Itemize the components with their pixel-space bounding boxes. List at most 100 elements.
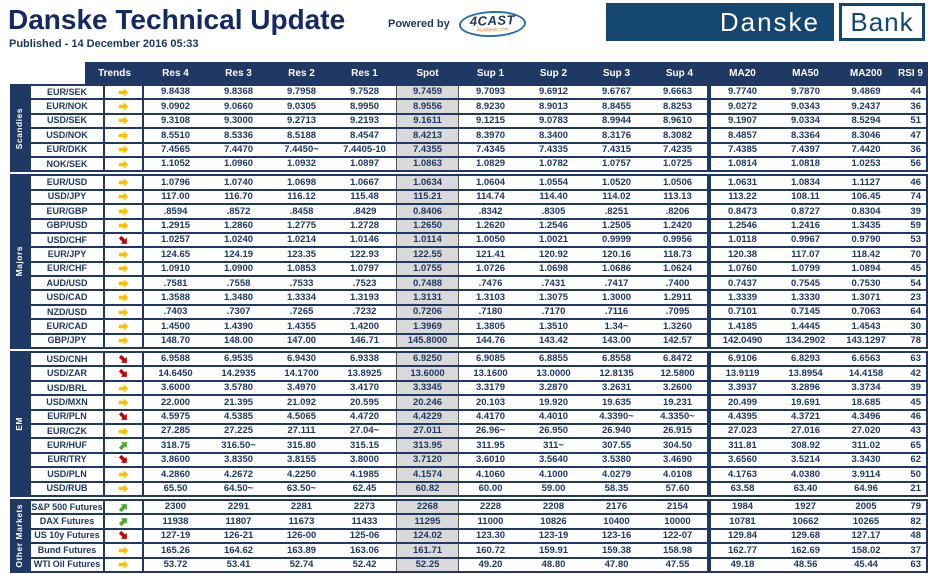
cell-rsi-9: 56 — [895, 157, 928, 171]
cell-rsi-9: 53 — [895, 233, 928, 247]
cell-rsi-9: 54 — [895, 277, 928, 290]
cell-ma200: 8.5294 — [851, 115, 881, 127]
cell-ma50: 1.0834 — [790, 176, 821, 188]
cell-rsi-9: 21 — [895, 482, 928, 495]
cell-spot: 8.4213 — [396, 129, 459, 142]
cell-ma20: 20.499 — [727, 396, 758, 408]
table-row: USD/BRL 3.6000 3.5780 3.4970 3.4170 3.3345 3.3… — [28, 381, 928, 397]
instrument-name: NOK/SEK — [28, 157, 105, 171]
cell-sup-4: 6.8472 — [648, 353, 711, 366]
column-header-sup-2: Sup 2 — [522, 62, 585, 84]
header-spacer — [10, 62, 85, 84]
cell-res-4: 65.50 — [163, 482, 188, 494]
cell-rsi-9: 46 — [895, 176, 928, 189]
trend-flat-icon — [105, 86, 144, 99]
cell-res-2: .8458 — [289, 205, 314, 217]
cell-sup-1: 121.41 — [475, 248, 506, 260]
cell-res-4: 6.9588 — [160, 353, 191, 365]
cell-sup-3: 10400 — [603, 515, 630, 527]
table-row: EUR/SEK 9.8438 9.8368 9.7958 9.7528 9.7459 9.7… — [28, 86, 928, 101]
cell-res-3: 7.4470 — [223, 144, 254, 155]
cell-spot: 3.3345 — [396, 381, 459, 395]
cell-sup-2: .7431 — [541, 277, 566, 289]
cell-sup-1: 3.6010 — [475, 454, 506, 466]
section-sidebar-majors: Majors — [10, 174, 28, 350]
cell-res-2: 1.0932 — [286, 158, 317, 170]
cell-sup-2: 6.8855 — [538, 353, 569, 365]
column-header-sup-3: Sup 3 — [585, 62, 648, 84]
cell-res-3: 27.225 — [223, 425, 254, 437]
cell-rsi-9: 63 — [895, 353, 928, 366]
cell-res-1: 20.595 — [349, 396, 380, 408]
cell-sup-4: 1.2911 — [648, 291, 711, 304]
published-date: Published - 14 December 2016 05:33 — [9, 37, 199, 50]
cell-ma50: 3.5214 — [790, 454, 821, 466]
cell-ma200: 0.9790 — [851, 234, 881, 246]
rates-table-body: Scandies EUR/SEK 9.8438 9.8368 9.7958 9.7528 9… — [10, 84, 928, 573]
cell-sup-2: 48.80 — [541, 558, 566, 570]
cell-sup-4: 8.8253 — [648, 100, 711, 113]
cell-rsi-9: 63 — [895, 558, 928, 571]
cell-ma20: 27.023 — [727, 425, 758, 437]
cell-sup-4: 2154 — [648, 500, 711, 514]
cell-ma20: 1.0760 — [727, 263, 758, 275]
trend-flat-icon — [105, 558, 144, 571]
trend-flat-icon — [105, 176, 144, 189]
cell-res-1: 122.93 — [349, 248, 380, 260]
instrument-name: GBP/JPY — [28, 334, 105, 348]
cell-ma20: 9.0272 — [727, 100, 758, 112]
cell-sup-3: 19.635 — [601, 396, 632, 408]
instrument-name: EUR/PLN — [28, 410, 105, 423]
cell-sup-4: 8.9610 — [648, 114, 711, 128]
instrument-name: EUR/TRY — [28, 453, 105, 467]
cell-res-2: 4.5065 — [286, 411, 317, 423]
cell-ma50: 162.69 — [790, 544, 821, 556]
cell-rsi-9: 37 — [895, 544, 928, 557]
report-header: Danske Technical Update Published - 14 D… — [0, 0, 928, 60]
cell-sup-2: 1.3075 — [538, 291, 569, 303]
cell-sup-2: 114.40 — [539, 191, 568, 203]
cell-res-4: 9.8438 — [160, 86, 191, 98]
cell-res-1: 2273 — [353, 501, 376, 513]
cell-sup-1: 1.0829 — [475, 158, 506, 170]
cell-res-2: 163.89 — [286, 544, 317, 556]
cell-sup-4: 10000 — [648, 515, 711, 528]
cell-sup-3: 1.0686 — [601, 263, 632, 275]
cell-spot: 1.0863 — [396, 157, 459, 171]
cell-rsi-9: 36 — [895, 100, 928, 113]
cell-sup-3: 2176 — [605, 501, 628, 513]
cell-res-4: 148.70 — [160, 335, 191, 347]
cell-res-2: 9.2713 — [286, 115, 317, 127]
cell-ma200: 7.4420 — [851, 144, 881, 155]
cell-sup-4: 57.60 — [648, 482, 711, 495]
cell-spot: 1.0755 — [396, 262, 459, 276]
cell-res-1: 1.0797 — [349, 263, 380, 275]
instrument-name: WTI Oil Futures — [28, 558, 105, 571]
trend-flat-icon — [105, 114, 144, 128]
trend-flat-icon — [105, 205, 144, 218]
section-em: EM USD/CNH 6.9588 6.9535 6.9430 6.9338 6.9250 6… — [10, 351, 928, 497]
cell-ma20: 1.0631 — [727, 176, 758, 188]
cell-sup-2: 1.0554 — [538, 176, 569, 188]
table-row: Bund Futures 165.26 164.62 163.89 163.06 161.… — [28, 544, 928, 559]
cell-rsi-9: 64 — [895, 305, 928, 319]
cell-res-2: 1.0214 — [286, 234, 317, 246]
cell-spot: 115.21 — [396, 190, 459, 204]
cell-res-2: 1.0698 — [286, 176, 317, 188]
cell-res-4: 1.3588 — [160, 291, 191, 303]
cell-rsi-9: 36 — [895, 143, 928, 156]
cell-sup-2: 10826 — [540, 515, 567, 527]
cell-res-1: 125-06 — [349, 530, 380, 542]
cell-res-4: 127-19 — [160, 530, 191, 542]
instrument-name: USD/MXN — [28, 396, 105, 409]
instrument-name: EUR/CAD — [28, 320, 105, 333]
cell-sup-1: 1.0050 — [475, 234, 506, 246]
danske-logo-box: Danske — [606, 3, 834, 41]
table-row: AUD/USD .7581 .7558 .7533 .7523 0.7488 .7476 .7… — [28, 277, 928, 292]
cell-sup-2: 159.91 — [538, 544, 569, 556]
cell-ma20: 7.4385 — [727, 144, 758, 155]
cell-sup-2: 1.0782 — [538, 158, 569, 170]
cell-spot: 1.2650 — [396, 219, 459, 232]
cell-res-3: 316.50~ — [221, 439, 256, 451]
cell-sup-3: .7417 — [604, 277, 629, 289]
